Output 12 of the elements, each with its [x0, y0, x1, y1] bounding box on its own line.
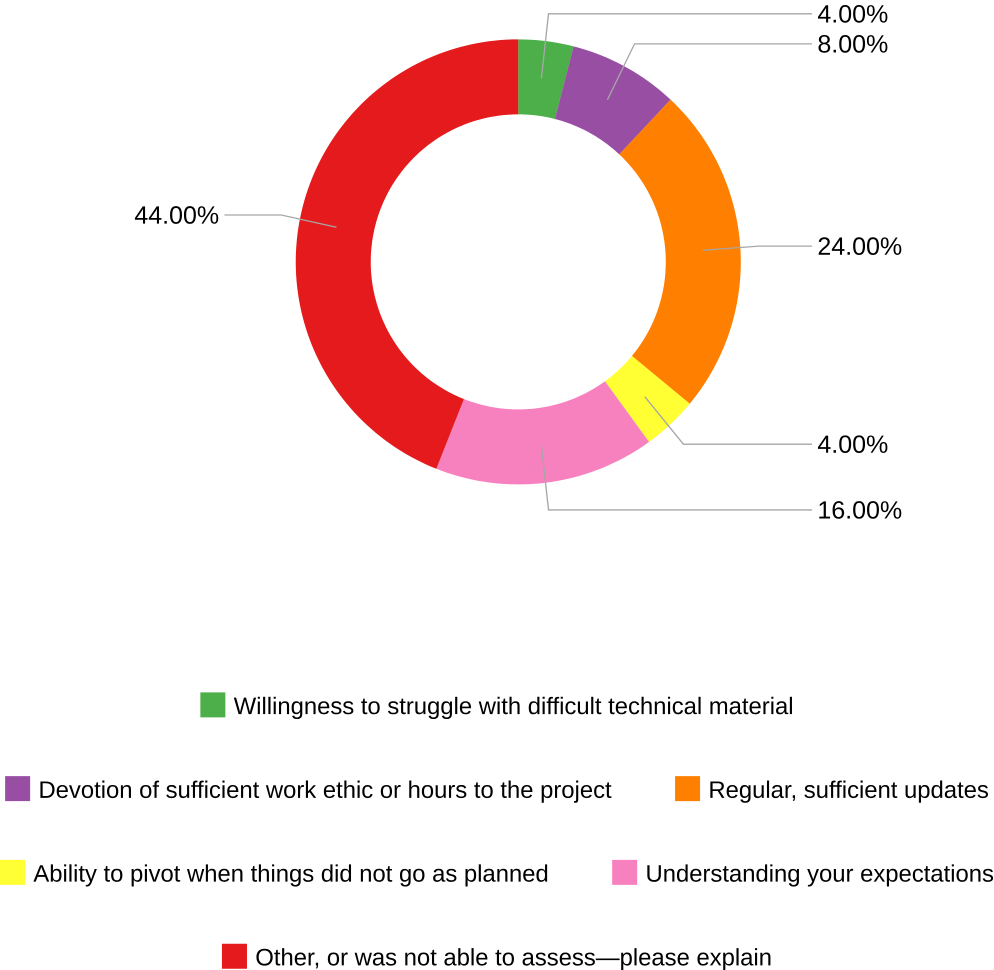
data-label: 8.00%: [818, 34, 888, 53]
data-label: 24.00%: [818, 237, 902, 255]
legend-label: Willingness to struggle with difficult technical material: [234, 696, 792, 719]
legend-label: Understanding your expectations: [647, 864, 994, 886]
data-label: 44.00%: [134, 206, 218, 224]
legend-label: Other, or was not able to assess—please explain: [256, 948, 770, 970]
legend-label: Regular, sufficient updates: [710, 780, 988, 803]
data-label: 4.00%: [818, 435, 888, 453]
legend-label: Ability to pivot when things did not go as planned: [33, 864, 548, 886]
data-label: 16.00%: [819, 500, 902, 519]
data-label: 4.00%: [818, 4, 888, 23]
legend-label: Devotion of sufficient work ethic or hours to the project: [40, 780, 612, 803]
